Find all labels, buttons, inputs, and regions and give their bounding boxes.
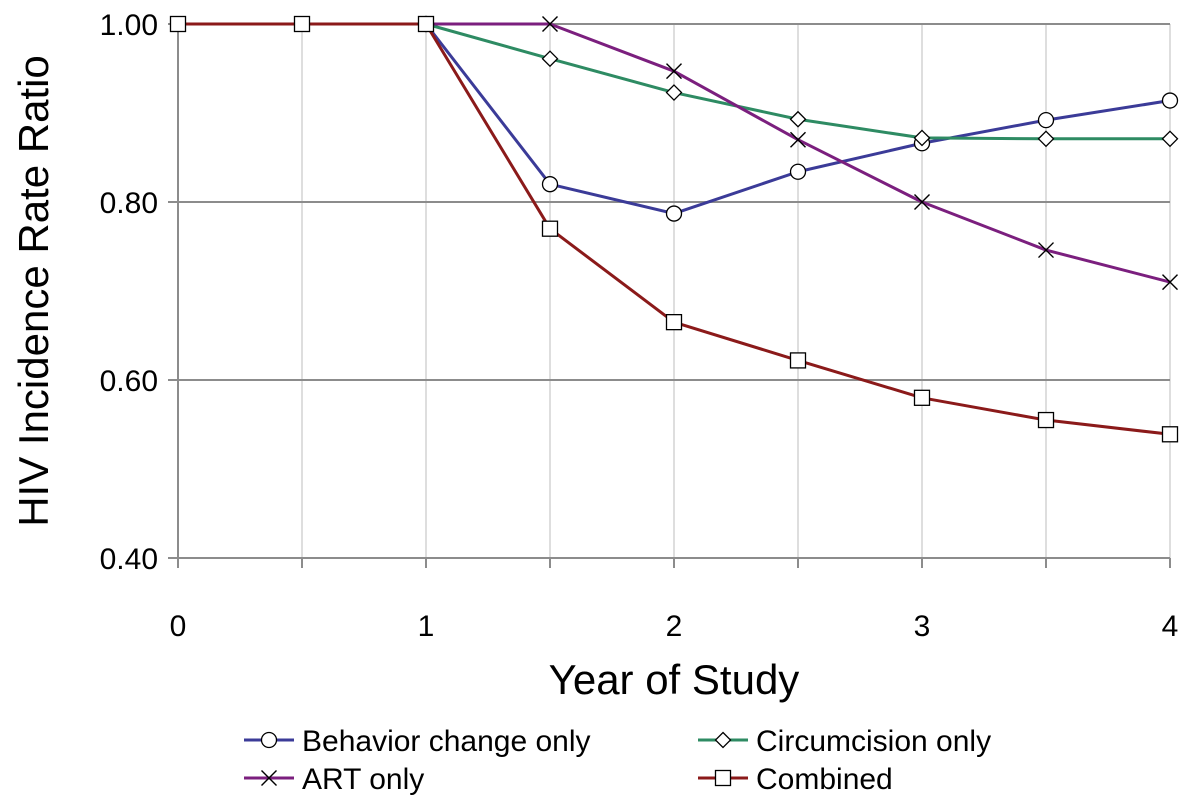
legend-label: Circumcision only [756, 725, 991, 758]
axes [168, 23, 1171, 568]
y-axis-title: HIV Incidence Rate Ratio [10, 55, 57, 527]
data-point-behavior-change-only [789, 163, 807, 180]
data-point-circumcision-only [913, 129, 931, 147]
data-point-behavior-change-only [1161, 92, 1179, 109]
data-point-circumcision-only [1037, 130, 1055, 148]
data-point-circumcision-only [665, 84, 683, 101]
data-point-art-only [914, 194, 930, 210]
data-point-art-only [542, 16, 558, 32]
legend-item-art-only: ART only [244, 763, 424, 796]
y-tick-label: 0.80 [100, 187, 158, 220]
data-point-behavior-change-only [541, 176, 559, 193]
x-tick-label: 2 [666, 610, 683, 643]
data-point-art-only [666, 63, 682, 80]
legend-item-combined: Combined [698, 763, 893, 796]
data-point-art-only [790, 131, 806, 148]
gridlines [177, 23, 1171, 559]
data-point-combined [1037, 411, 1055, 429]
legend-marker [714, 769, 732, 787]
x-tick-label: 1 [418, 610, 435, 643]
series-group [169, 15, 1179, 443]
data-point-combined [1161, 426, 1179, 443]
y-tick-label: 0.40 [100, 543, 158, 576]
data-point-art-only [1162, 274, 1178, 291]
data-point-combined [913, 389, 931, 406]
x-tick-label: 3 [914, 610, 931, 643]
y-tick-label: 1.00 [100, 9, 158, 42]
data-point-combined [541, 220, 559, 237]
x-tick-label: 4 [1162, 610, 1179, 643]
x-axis-title: Year of Study [549, 656, 800, 703]
tick-labels: 0 1 2 3 4 0.40 0.60 0.80 1.00 [100, 9, 1179, 643]
data-point-circumcision-only [789, 110, 807, 128]
legend: Behavior change only Circumcision only ART… [244, 725, 991, 796]
legend-marker [714, 731, 732, 749]
data-point-behavior-change-only [665, 205, 683, 222]
data-point-behavior-change-only [1037, 111, 1055, 129]
data-point-combined [293, 15, 311, 33]
data-point-art-only [1038, 242, 1054, 259]
data-point-combined [789, 352, 807, 369]
legend-item-circumcision-only: Circumcision only [698, 725, 991, 758]
legend-label: Behavior change only [302, 725, 591, 758]
legend-label: Combined [756, 763, 893, 796]
legend-item-behavior-change-only: Behavior change only [244, 725, 591, 758]
legend-marker [261, 770, 277, 786]
data-point-circumcision-only [541, 50, 559, 68]
legend-label: ART only [302, 763, 424, 796]
x-tick-label: 0 [170, 610, 187, 643]
data-point-combined [417, 15, 435, 33]
y-tick-label: 0.60 [100, 365, 158, 398]
data-point-combined [169, 15, 187, 33]
data-point-combined [665, 313, 683, 331]
data-point-circumcision-only [1161, 130, 1179, 148]
legend-marker [260, 731, 278, 749]
